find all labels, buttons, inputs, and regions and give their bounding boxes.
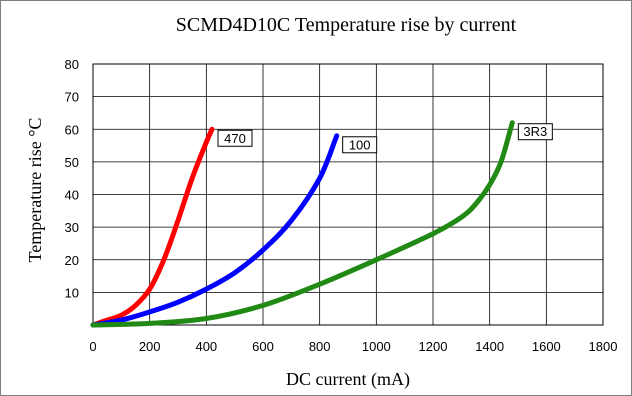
x-tick-label: 1800 [589,339,618,354]
y-tick-label: 70 [65,90,79,105]
series-line-470 [90,126,215,328]
x-tick-label: 1400 [475,339,504,354]
tick-labels: 0 200 400 600 800 1000 1200 1400 1600 1800 10 20 30 4… [65,57,618,354]
series-lines [90,120,515,328]
x-tick-label: 800 [309,339,331,354]
series-label-100: 100 [349,137,371,152]
x-tick-label: 0 [89,339,96,354]
series-label-box [217,129,253,147]
x-axis-label: DC current (mA) [286,369,410,390]
y-tick-label: 60 [65,122,79,137]
chart-title: SCMD4D10C Temperature rise by current [176,14,517,36]
series-label-box [517,123,553,141]
x-tick-label: 400 [195,339,217,354]
y-tick-label: 50 [65,155,79,170]
series-label-box [342,136,378,154]
series-line-3R3 [90,120,515,328]
grid [92,63,604,326]
x-tick-label: 1600 [532,339,561,354]
series-label-3R3: 3R3 [523,124,547,139]
x-tick-label: 200 [139,339,161,354]
y-tick-label: 40 [65,188,79,203]
y-axis-label: Temperature rise °C [25,118,45,263]
series-labels: 470 100 3R3 [217,123,553,154]
y-tick-label: 20 [65,253,79,268]
y-tick-label: 30 [65,220,79,235]
y-tick-label: 80 [65,57,79,72]
x-tick-label: 1200 [419,339,448,354]
series-label-470: 470 [224,131,246,146]
x-tick-label: 600 [252,339,274,354]
series-line-100 [90,133,340,328]
x-tick-label: 1000 [362,339,391,354]
y-tick-label: 10 [65,285,79,300]
